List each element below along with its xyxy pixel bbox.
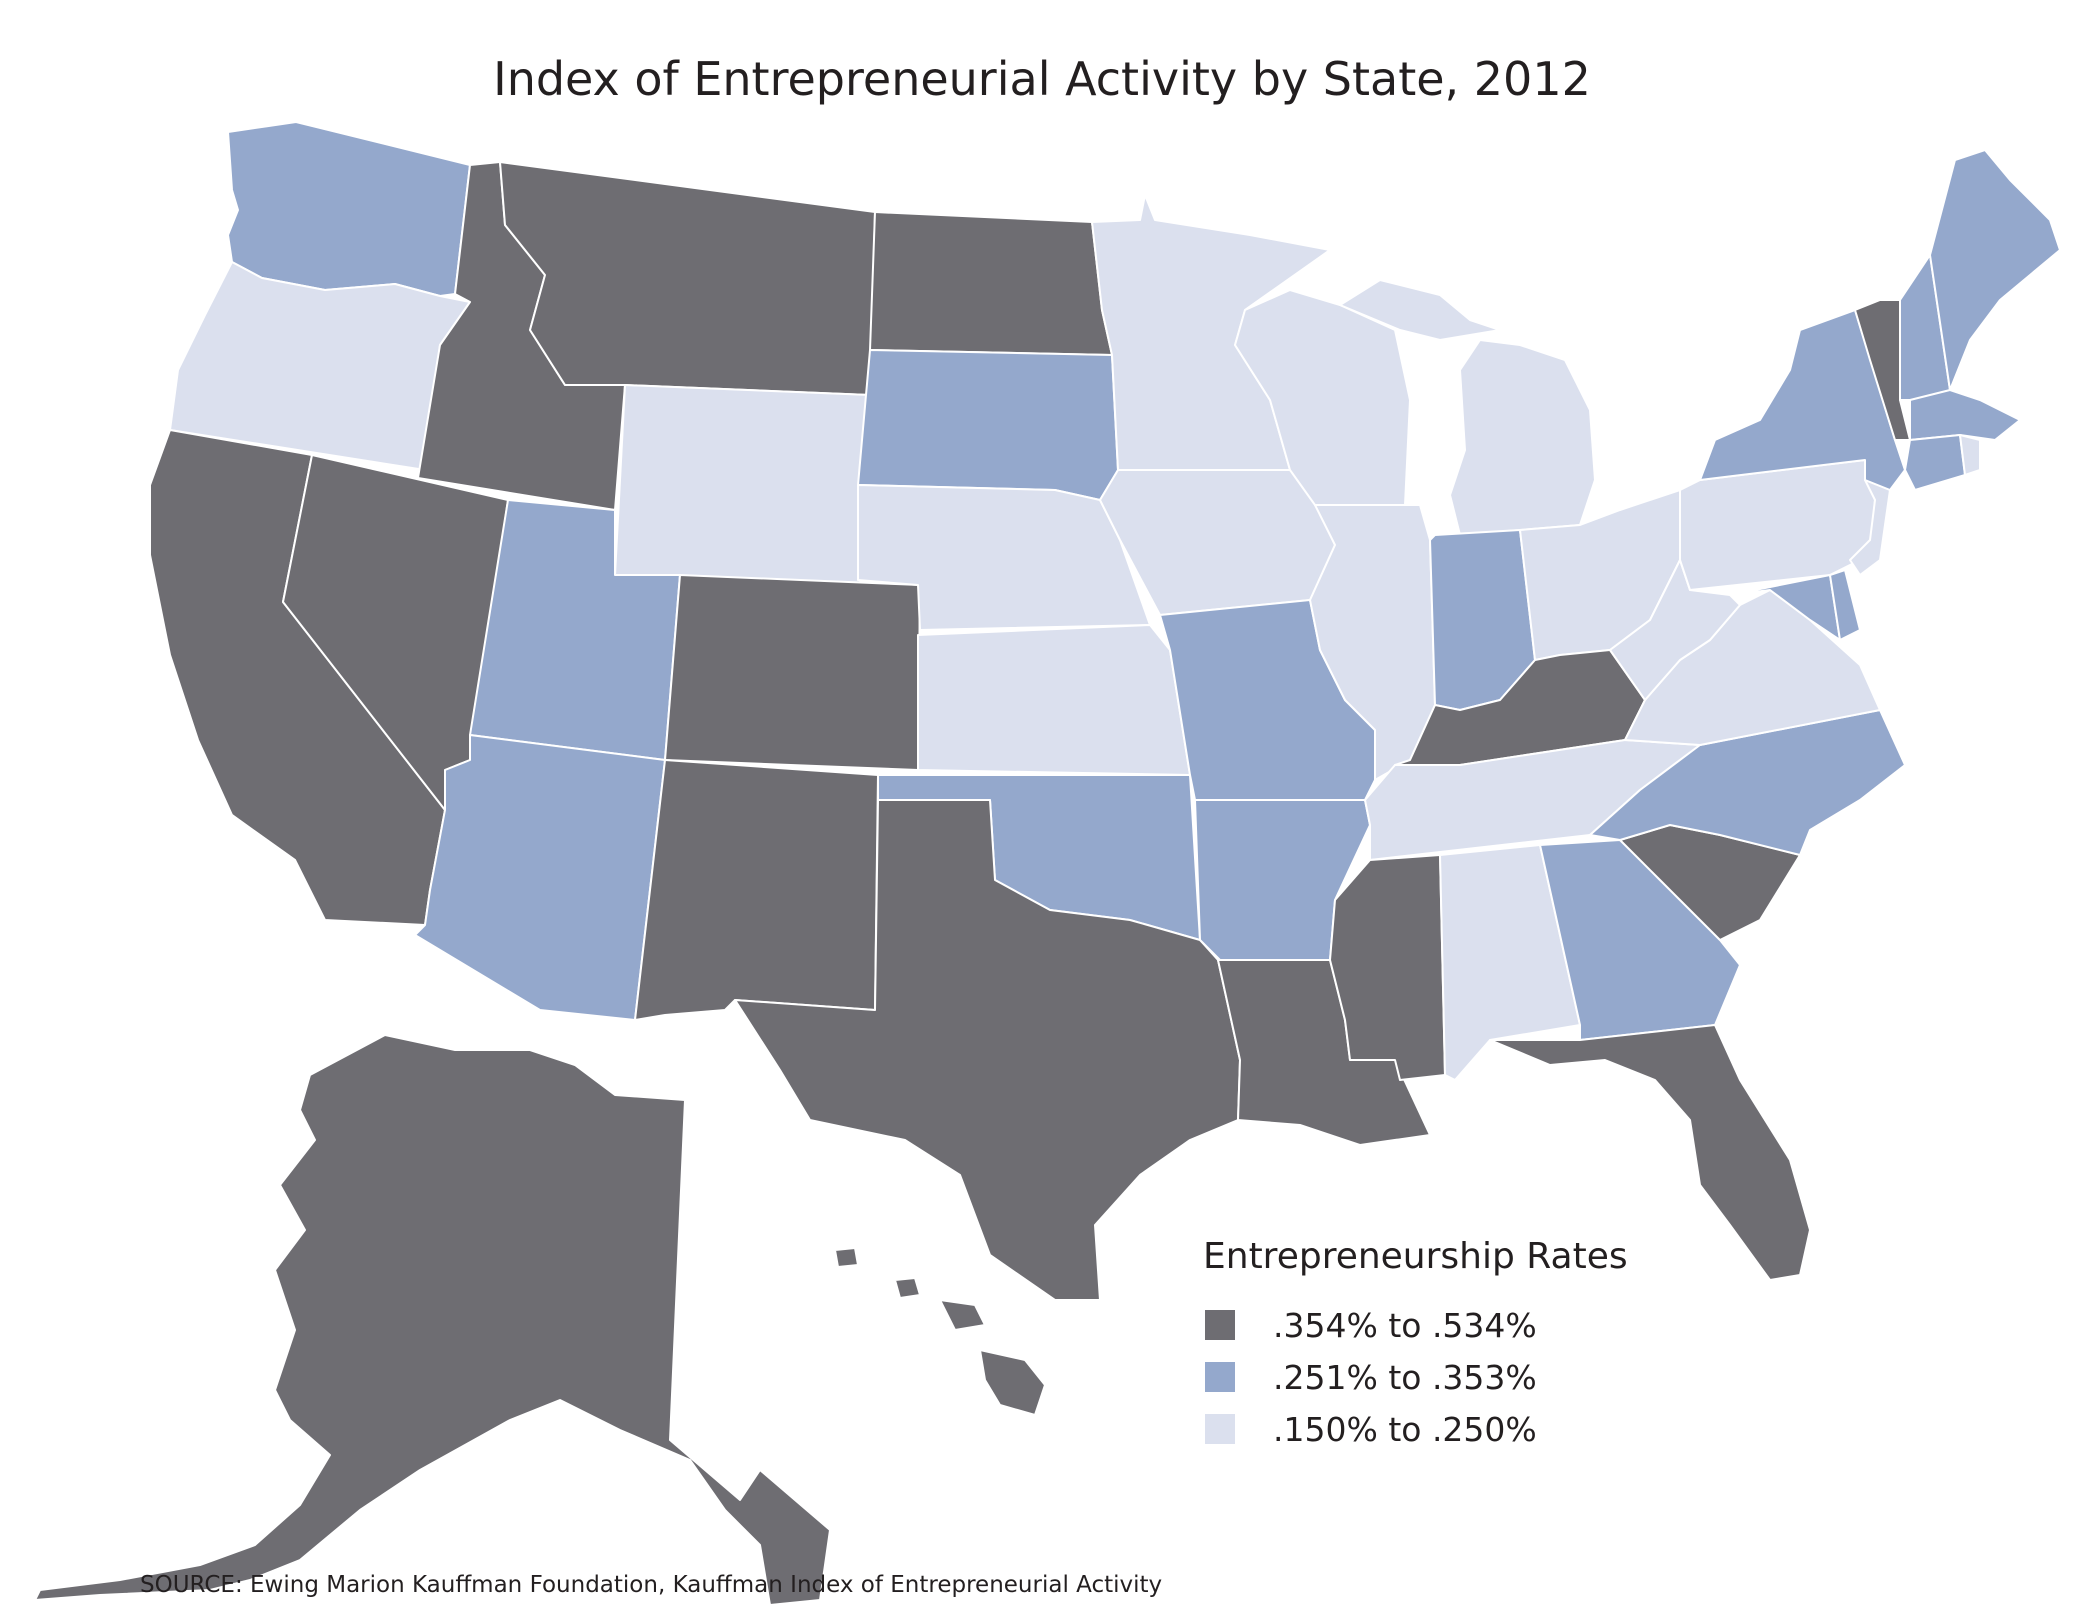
state-massachusetts <box>1909 389 2021 441</box>
legend: Entrepreneurship Rates .354% to .534% .2… <box>1203 1236 1628 1455</box>
legend-item-low: .150% to .250% <box>1203 1403 1628 1455</box>
state-connecticut <box>1904 434 1966 491</box>
legend-swatch-mid <box>1205 1362 1235 1392</box>
legend-item-high: .354% to .534% <box>1203 1299 1628 1351</box>
state-kansas <box>917 624 1191 776</box>
state-delaware <box>1829 569 1861 641</box>
state-washington <box>227 121 471 297</box>
state-new-mexico <box>634 759 879 1021</box>
state-hawaii-kauai <box>834 1247 859 1268</box>
state-michigan <box>1449 339 1596 536</box>
state-west-virginia <box>1609 559 1741 701</box>
legend-label-high: .354% to .534% <box>1273 1305 1537 1345</box>
state-hawaii-big-island <box>979 1349 1046 1416</box>
state-north-dakota <box>869 211 1113 356</box>
state-arizona <box>414 734 666 1021</box>
state-maryland <box>1729 574 1841 641</box>
state-colorado <box>664 574 921 771</box>
state-south-dakota <box>857 349 1119 501</box>
state-florida <box>1489 1024 1811 1281</box>
legend-title: Entrepreneurship Rates <box>1203 1236 1628 1277</box>
state-maine <box>1929 149 2061 391</box>
state-texas <box>734 799 1241 1301</box>
state-montana <box>499 161 876 396</box>
legend-swatch-high <box>1205 1310 1235 1340</box>
map-title: Index of Entrepreneurial Activity by Sta… <box>493 52 1591 106</box>
state-illinois <box>1309 504 1436 781</box>
state-north-carolina <box>1589 709 1906 856</box>
legend-label-low: .150% to .250% <box>1273 1409 1537 1449</box>
state-rhode-island <box>1959 434 1981 476</box>
state-vermont <box>1854 299 1911 441</box>
state-michigan-up <box>1339 279 1501 341</box>
state-hawaii-oahu <box>894 1277 921 1299</box>
legend-item-mid: .251% to .353% <box>1203 1351 1628 1403</box>
legend-swatch-low <box>1205 1414 1235 1444</box>
state-wyoming <box>614 384 871 586</box>
state-hawaii-maui <box>939 1299 986 1331</box>
state-new-jersey <box>1849 479 1891 576</box>
legend-label-mid: .251% to .353% <box>1273 1357 1537 1397</box>
state-alaska <box>34 1034 831 1605</box>
source-note: SOURCE: Ewing Marion Kauffman Foundation… <box>140 1572 1163 1598</box>
